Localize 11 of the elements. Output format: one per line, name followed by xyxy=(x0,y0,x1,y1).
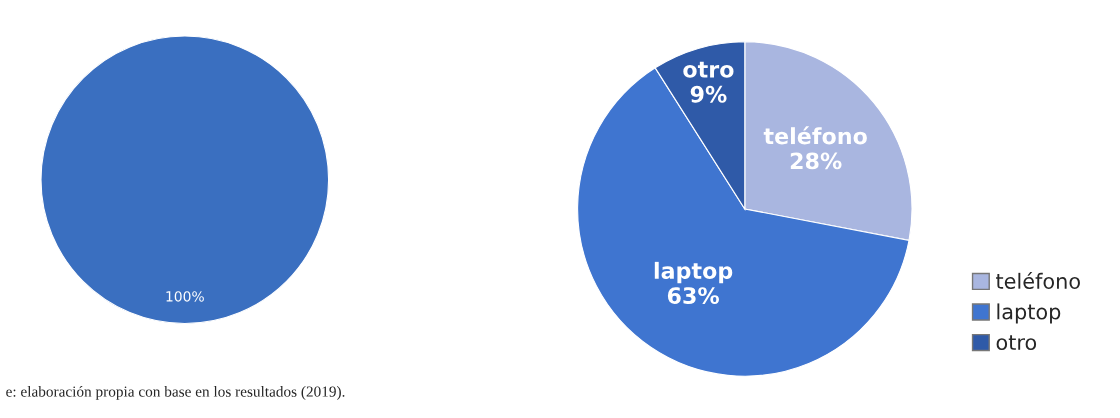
text: e: elaboración propia con base en los resultados (2019). xyxy=(6,385,345,400)
legend-label: laptop xyxy=(997,303,1061,324)
slice-label: otro xyxy=(683,61,734,78)
legend-label: teléfono xyxy=(996,272,1080,289)
legend-label: otro xyxy=(996,335,1037,351)
slice-label: teléfono xyxy=(763,126,867,145)
slice-label: laptop xyxy=(654,261,733,284)
data-label: 63% xyxy=(667,287,719,304)
data-label: 100% xyxy=(166,291,204,302)
data-label: 28% xyxy=(790,152,842,170)
data-label: 9% xyxy=(690,85,727,103)
